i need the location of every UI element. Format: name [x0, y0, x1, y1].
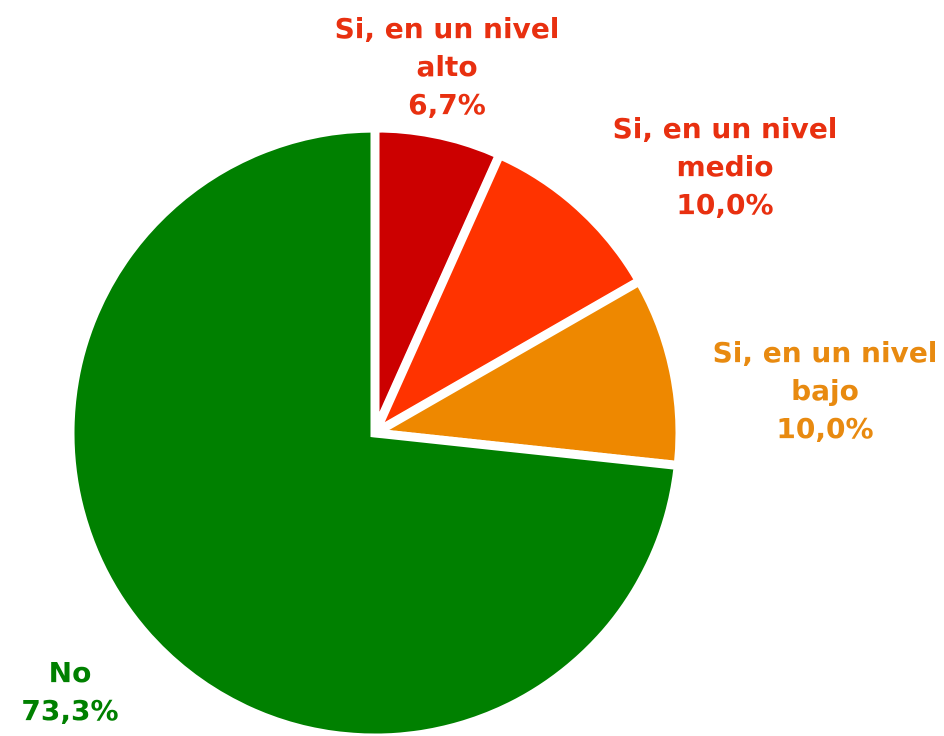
value-label: 6,7% [408, 88, 486, 121]
category-label: Si, en un nivel bajo [712, 336, 938, 407]
slice-label: Si, en un nivel alto 6,7% [322, 10, 572, 124]
pie-slice [65, 123, 684, 736]
value-label: 73,3% [21, 694, 119, 727]
pie-slice [360, 274, 685, 471]
value-label: 10,0% [676, 188, 774, 221]
category-label: No [48, 656, 92, 689]
category-label: Si, en un nivel medio [612, 112, 838, 183]
slice-label: No 73,3% [0, 654, 195, 730]
slice-label: Si, en un nivel bajo 10,0% [700, 334, 944, 448]
pie-slice [365, 148, 646, 444]
slice-label: Si, en un nivel medio 10,0% [600, 110, 850, 224]
category-label: Si, en un nivel alto [334, 12, 560, 83]
value-label: 10,0% [776, 412, 874, 445]
